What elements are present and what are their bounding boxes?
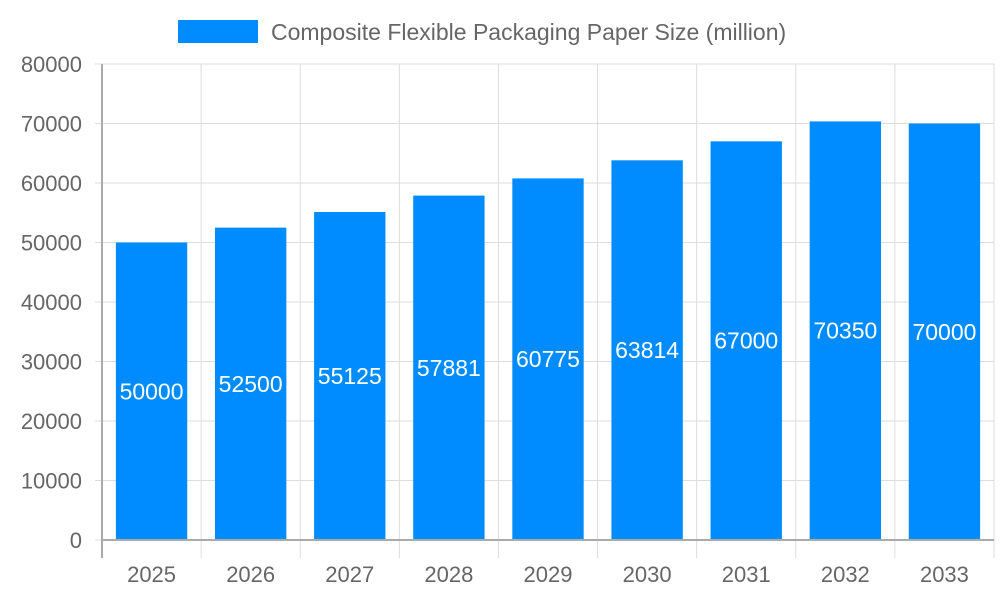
bars: 50000 52500 55125 57881 60775 63814 67000 70350… (115, 121, 981, 541)
bar-2025[interactable] (115, 242, 188, 541)
axes: 0 10000 20000 30000 40000 50000 60000 70000 8000… (21, 52, 994, 587)
y-tick-label: 70000 (21, 112, 82, 137)
bar-2033[interactable] (908, 123, 981, 541)
y-tick-label: 50000 (21, 231, 82, 256)
y-tick-label: 0 (70, 528, 82, 553)
bar-2027[interactable] (314, 212, 386, 540)
legend-label: Composite Flexible Packaging Paper Size … (271, 19, 786, 45)
data-label: 52500 (219, 371, 283, 397)
data-label: 50000 (120, 378, 184, 404)
x-tick-label: 2031 (722, 562, 771, 587)
data-label: 60775 (516, 346, 580, 372)
x-tick-label: 2025 (127, 562, 176, 587)
y-tick-label: 10000 (21, 469, 82, 494)
x-tick-label: 2026 (226, 562, 275, 587)
y-tick-label: 30000 (21, 350, 82, 375)
y-tick-label: 20000 (21, 409, 82, 434)
legend-swatch (178, 20, 258, 43)
data-label: 70350 (813, 318, 877, 344)
x-tick-label: 2030 (623, 562, 672, 587)
data-label: 55125 (318, 363, 382, 389)
legend[interactable]: Composite Flexible Packaging Paper Size … (178, 19, 786, 45)
data-label: 57881 (417, 355, 481, 381)
y-tick-label: 80000 (21, 52, 82, 77)
data-label: 67000 (714, 328, 778, 354)
data-label: 70000 (912, 319, 976, 345)
bar-2028[interactable] (413, 195, 485, 541)
x-tick-label: 2033 (920, 562, 969, 587)
x-tick-label: 2032 (821, 562, 870, 587)
bar-2026[interactable] (214, 227, 287, 540)
bar-2031[interactable] (710, 141, 782, 540)
bar-2029[interactable] (512, 178, 584, 541)
x-tick-label: 2027 (325, 562, 374, 587)
bar-2032[interactable] (809, 121, 882, 540)
data-label: 63814 (615, 337, 679, 363)
bar-2030[interactable] (611, 160, 683, 540)
x-tick-label: 2028 (424, 562, 473, 587)
x-tick-label: 2029 (524, 562, 573, 587)
y-tick-label: 40000 (21, 290, 82, 315)
y-tick-label: 60000 (21, 171, 82, 196)
